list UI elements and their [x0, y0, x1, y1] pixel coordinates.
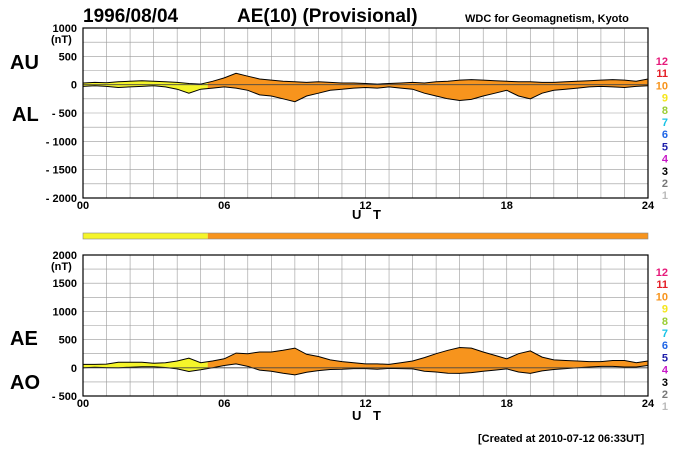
au-al-ytick-label: - 1000: [46, 136, 77, 148]
legend-top-item-10: 10: [656, 80, 668, 92]
legend-bottom-item-4: 4: [662, 365, 669, 377]
au-al-ytick-label: 500: [59, 51, 77, 63]
legend-top-item-4: 4: [662, 154, 669, 166]
legend-top-item-8: 8: [662, 105, 668, 117]
x-axis-label-top: U T: [352, 207, 385, 222]
ae-ao-ytick-label: 1000: [53, 306, 77, 318]
status-bar-main: [207, 233, 649, 239]
legend-top-item-2: 2: [662, 178, 668, 190]
source-label: WDC for Geomagnetism, Kyoto: [465, 13, 629, 25]
au-al-ytick-label: - 500: [52, 108, 77, 120]
ae-ao-ytick-label: 2000: [53, 250, 77, 262]
legend-top-item-9: 9: [662, 93, 668, 105]
status-bar-early: [83, 233, 208, 239]
created-timestamp: [Created at 2010-07-12 06:33UT]: [478, 433, 645, 445]
au-al-xtick-label: 24: [642, 200, 655, 212]
unit-label-top: (nT): [51, 34, 72, 46]
au-al-xtick-label: 06: [218, 200, 230, 212]
status-bar: [82, 232, 649, 240]
legend-top-item-6: 6: [662, 129, 668, 141]
ae-ao-series-ao: [83, 363, 648, 376]
legend-top-item-1: 1: [662, 190, 668, 202]
ae-ao-xtick-label: 00: [77, 398, 89, 410]
au-al-frame: [82, 27, 649, 199]
legend-top-item-11: 11: [656, 68, 668, 80]
ae-ao-xtick-label: 18: [501, 398, 513, 410]
legend-bottom-item-6: 6: [662, 340, 668, 352]
unit-label-bottom: (nT): [51, 261, 72, 273]
ae-ao-frame: [82, 254, 649, 397]
legend-top-item-7: 7: [662, 117, 668, 129]
au-al-ytick-label: - 2000: [46, 193, 77, 205]
legend-bottom-item-3: 3: [662, 377, 668, 389]
legend-bottom-item-1: 1: [662, 401, 668, 413]
au-al-series-au: [83, 72, 648, 85]
au-al-xtick-label: 00: [77, 200, 89, 212]
legend-top-item-5: 5: [662, 141, 668, 153]
au-al-ytick-label: 1000: [53, 23, 77, 35]
date-label: 1996/08/04: [83, 6, 179, 27]
au-al-ytick-label: 0: [71, 80, 77, 92]
legend-bottom-item-12: 12: [656, 267, 668, 279]
au-al-area: [83, 72, 648, 103]
legend-top-item-12: 12: [656, 56, 668, 68]
ae-ao-ytick-label: 0: [71, 363, 77, 375]
ae-ao-ytick-label: - 500: [52, 391, 77, 403]
legend-bottom-item-2: 2: [662, 389, 668, 401]
au-al-ytick-label: - 1500: [46, 165, 77, 177]
legend-bottom-item-5: 5: [662, 352, 668, 364]
chart-title: AE(10) (Provisional): [237, 6, 418, 27]
ae-ao-xtick-label: 06: [218, 398, 230, 410]
legend-bottom-item-8: 8: [662, 316, 668, 328]
au-al-xtick-label: 12: [359, 200, 371, 212]
ae-ao-ytick-label: 500: [59, 335, 77, 347]
legend-bottom-item-10: 10: [656, 291, 668, 303]
status-bar-frame: [82, 232, 649, 240]
legend-bottom-item-9: 9: [662, 304, 668, 316]
ao-label: AO: [10, 372, 40, 394]
x-axis-label-bottom: U T: [352, 408, 385, 423]
au-label: AU: [10, 52, 39, 74]
ae-ao-xtick-label: 24: [642, 398, 655, 410]
legend-top-item-3: 3: [662, 166, 668, 178]
ae-label: AE: [10, 328, 38, 350]
legend-bottom-item-7: 7: [662, 328, 668, 340]
au-al-series-al: [83, 85, 648, 103]
ae-ao-xtick-label: 12: [359, 398, 371, 410]
au-al-xtick-label: 18: [501, 200, 513, 212]
au-al-band-early: [83, 80, 208, 94]
ae-ao-ytick-label: 1500: [53, 278, 77, 290]
al-label: AL: [12, 104, 39, 126]
ae-ao-series-ae: [83, 346, 648, 365]
legend-bottom-item-11: 11: [656, 279, 668, 291]
